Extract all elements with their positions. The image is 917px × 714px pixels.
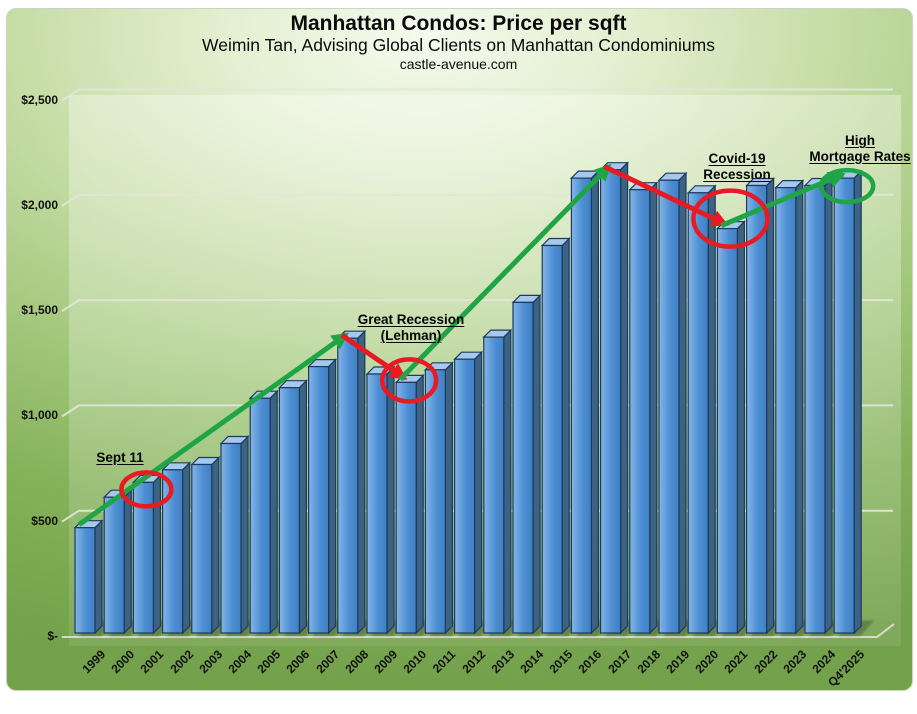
bar-2009 [365,365,396,635]
bar-2020 [686,184,717,635]
bar-2013 [482,328,513,635]
highlight-circle-2001 [119,470,174,509]
bar-2021 [715,220,746,635]
bar-2001 [131,473,162,635]
bar-2011 [423,361,454,635]
y-axis-label: $2,000 [21,197,58,212]
bar-2016 [569,169,600,635]
bar-2023 [774,179,805,635]
bar-2017 [599,161,630,635]
highlight-circle-2021 [691,188,770,249]
chart-title: Manhattan Condos: Price per sqft [290,12,627,35]
y-axis-label: $1,500 [21,303,58,318]
annotation-great-recession-line2: (Lehman) [380,327,442,343]
y-axis-label: $2,500 [21,92,58,107]
annotation-covid-line1: Covid-19 [708,151,766,166]
bar-Q4'2025 [832,169,863,635]
bar-2010 [394,373,425,635]
y-axis-label: $- [47,629,58,643]
bar-2002 [161,461,192,635]
bar-2015 [540,237,571,635]
annotation-mortgage-line1: High [845,133,875,148]
annotation-great-recession: Great Recession (Lehman) [331,312,491,343]
bar-2004 [219,435,250,635]
bar-1999 [73,519,104,635]
chart-header: Manhattan Condos: Price per sqft Weimin … [0,0,917,73]
bar-2007 [307,358,338,635]
bar-2000 [102,488,133,635]
bar-2024 [803,177,834,635]
annotation-sept-11: Sept 11 [75,450,165,466]
annotation-sept-11-text: Sept 11 [96,450,144,465]
y-axis-label: $500 [31,513,58,528]
trend-arrow-2017-2021 [603,164,729,227]
bar-2022 [745,177,776,635]
bar-2006 [277,379,308,635]
bar-2019 [657,171,688,635]
bar-2003 [190,456,221,635]
gridline-2500 [61,88,893,102]
annotation-high-mortgage-rates: High Mortgage Rates [785,133,917,164]
annotation-great-recession-line1: Great Recession [357,312,465,327]
annotation-covid-recession: Covid-19 Recession [667,151,807,182]
trend-arrow-2008-2010 [340,333,408,381]
bar-2005 [248,389,279,635]
annotation-mortgage-line2: Mortgage Rates [809,148,911,164]
bar-2008 [336,329,367,635]
bar-2012 [453,350,484,635]
trend-arrow-2010-2017 [398,163,612,382]
highlight-circle-2010 [379,357,439,404]
website-link: castle-avenue.com [399,56,518,72]
chart-subtitle: Weimin Tan, Advising Global Clients on M… [202,35,715,55]
screenshot-root: { "header": { "title": "Manhattan Condos… [0,0,917,691]
bar-2014 [511,293,542,635]
annotation-covid-line2: Recession [703,166,771,182]
highlight-circle-Q4'2025 [818,167,876,205]
chart-floor-edge [62,623,895,638]
y-axis-label: $1,000 [21,408,58,423]
price-per-sqft-bar-chart [61,88,895,638]
bar-2018 [628,181,659,635]
